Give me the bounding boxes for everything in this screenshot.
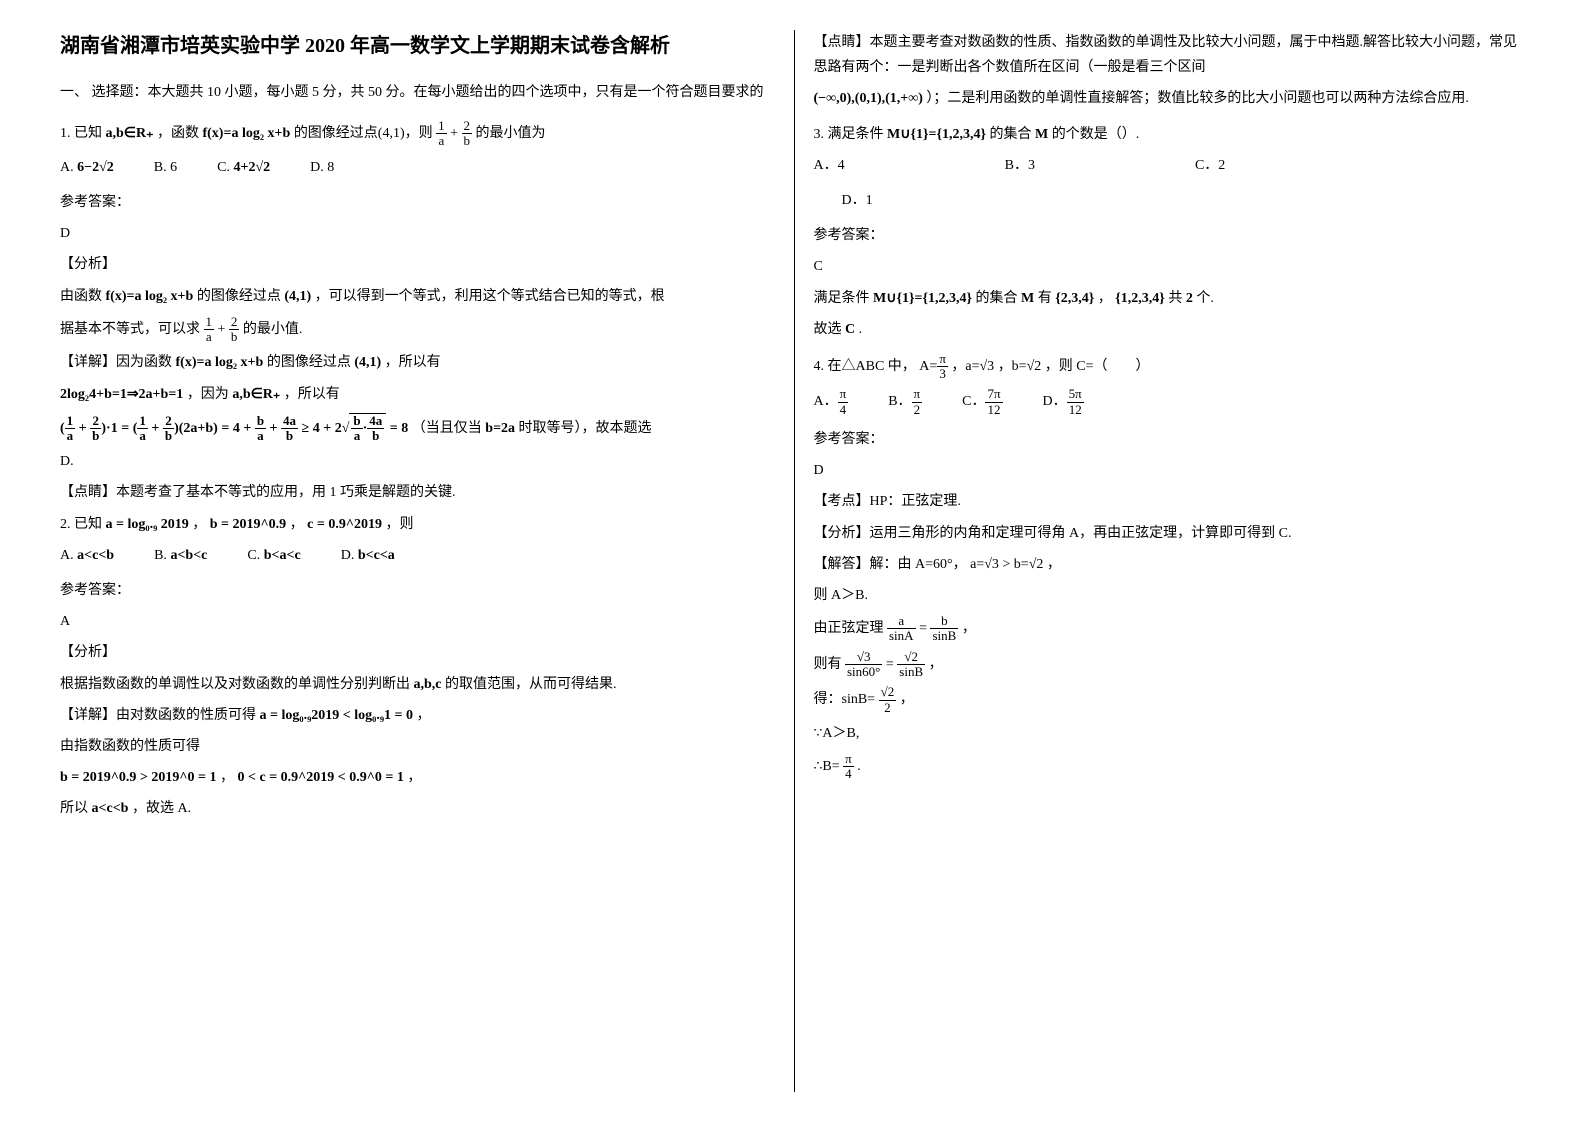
left-column: 湖南省湘潭市培英实验中学 2020 年高一数学文上学期期末试卷含解析 一、 选择… bbox=[40, 30, 794, 1092]
q1-fenxi: 【分析】 bbox=[60, 252, 774, 277]
q1-optB: B. 6 bbox=[154, 155, 177, 180]
q2: 2. 已知 a = log₀.₉ 2019 ， b = 2019^0.9 ， c… bbox=[60, 512, 774, 822]
q4-fx: 【分析】运用三角形的内角和定理可得角 A，再由正弦定理，计算即可得到 C. bbox=[814, 521, 1528, 546]
q2-l2: 【详解】由对数函数的性质可得 a = log₀.₉2019 < log₀.₉1 … bbox=[60, 703, 774, 728]
q4-ans-label: 参考答案： bbox=[814, 427, 1528, 452]
q1-cond: a,b∈R₊ bbox=[106, 126, 154, 141]
frac-1a: 1a bbox=[436, 119, 447, 149]
q2-l1: 根据指数函数的单调性以及对数函数的单调性分别判断出 a,b,c 的取值范围，从而… bbox=[60, 672, 774, 697]
q2-fenxi: 【分析】 bbox=[60, 640, 774, 665]
q2-ans: A bbox=[60, 609, 774, 634]
q1-l5: (1a + 2b)·1 = (1a + 2b)(2a+b) = 4 + ba +… bbox=[60, 413, 774, 444]
q3-opts: A．4 B．3 C．2 bbox=[814, 153, 1528, 178]
q4-stem: 4. 在△ABC 中， A=π3 ，a=√3 ，b=√2 ，则 C=（ ） bbox=[814, 352, 1528, 382]
r-top-2: (−∞,0),(0,1),(1,+∞) ）；二是利用函数的单调性直接解答；数值比… bbox=[814, 86, 1528, 111]
q4-l6: ∴B= π4 . bbox=[814, 752, 1528, 782]
q4-opts: A．π4 B．π2 C．7π12 D．5π12 bbox=[814, 387, 1528, 417]
q4-l4: 得：sinB= √22 ， bbox=[814, 685, 1528, 715]
right-column: 【点睛】本题主要考查对数函数的性质、指数函数的单调性及比较大小问题，属于中档题.… bbox=[794, 30, 1548, 1092]
q1-optD: D. 8 bbox=[310, 155, 334, 180]
q1-fn: f(x)=a log₂ x+b bbox=[202, 126, 290, 141]
q3-l2: 故选 C . bbox=[814, 317, 1528, 342]
q1-ans-label: 参考答案： bbox=[60, 190, 774, 215]
q3-optD: D．1 bbox=[842, 188, 1528, 213]
q4-optC: C．7π12 bbox=[962, 387, 1002, 417]
q4-optB: B．π2 bbox=[888, 387, 922, 417]
q3-l1: 满足条件 M∪{1}={1,2,3,4} 的集合 M 有 {2,3,4} ， {… bbox=[814, 286, 1528, 311]
q1-mid: ，函数 bbox=[157, 126, 199, 141]
q1-l2: 据基本不等式，可以求 1a + 2b 的最小值. bbox=[60, 315, 774, 345]
q3-ans: C bbox=[814, 254, 1528, 279]
doc-title: 湖南省湘潭市培英实验中学 2020 年高一数学文上学期期末试卷含解析 bbox=[60, 30, 774, 62]
q3-stem: 3. 满足条件 M∪{1}={1,2,3,4} 的集合 M 的个数是（）. bbox=[814, 122, 1528, 147]
q4-jd: 【解答】解：由 A=60°， a=√3 > b=√2 ， bbox=[814, 552, 1528, 577]
q4-optA: A．π4 bbox=[814, 387, 849, 417]
q1-optA: A. 6−2√2 bbox=[60, 155, 114, 180]
q2-opts: A. a<c<b B. a<b<c C. b<a<c D. b<c<a bbox=[60, 543, 774, 568]
q2-ans-label: 参考答案： bbox=[60, 578, 774, 603]
q1-l1: 由函数 f(x)=a log₂ x+b 的图像经过点 (4,1) ，可以得到一个… bbox=[60, 284, 774, 309]
q2-l5: 所以 a<c<b ，故选 A. bbox=[60, 796, 774, 821]
section-instruction: 一、 选择题：本大题共 10 小题，每小题 5 分，共 50 分。在每小题给出的… bbox=[60, 80, 774, 105]
q2-stem: 2. 已知 a = log₀.₉ 2019 ， b = 2019^0.9 ， c… bbox=[60, 512, 774, 537]
q4-ans: D bbox=[814, 458, 1528, 483]
column-divider bbox=[794, 30, 795, 1092]
q1: 1. 已知 a,b∈R₊ ，函数 f(x)=a log₂ x+b 的图像经过点(… bbox=[60, 119, 774, 505]
q2-l3: 由指数函数的性质可得 bbox=[60, 734, 774, 759]
q2-l4: b = 2019^0.9 > 2019^0 = 1 ， 0 < c = 0.9^… bbox=[60, 765, 774, 790]
q4-l2: 由正弦定理 asinA = bsinB ， bbox=[814, 614, 1528, 644]
q1-opts: A. 6−2√2 B. 6 C. 4+2√2 D. 8 bbox=[60, 155, 774, 180]
frac-2b: 2b bbox=[462, 119, 473, 149]
q1-optC: C. 4+2√2 bbox=[217, 155, 270, 180]
q4-l1: 则 A＞B. bbox=[814, 583, 1528, 608]
q1-ans: D bbox=[60, 221, 774, 246]
q1-l4: 2log₂4+b=1⇒2a+b=1 ，因为 a,b∈R₊ ，所以有 bbox=[60, 382, 774, 407]
q1-stem: 1. 已知 a,b∈R₊ ，函数 f(x)=a log₂ x+b 的图像经过点(… bbox=[60, 119, 774, 149]
q3: 3. 满足条件 M∪{1}={1,2,3,4} 的集合 M 的个数是（）. A．… bbox=[814, 122, 1528, 342]
q4-l5: ∵A＞B, bbox=[814, 721, 1528, 746]
q1-last: 的最小值为 bbox=[476, 126, 546, 141]
q1-l3: 【详解】因为函数 f(x)=a log₂ x+b 的图像经过点 (4,1) ，所… bbox=[60, 350, 774, 375]
q4-l3: 则有 √3sin60° = √2sinB ， bbox=[814, 650, 1528, 680]
q1-l6: D. bbox=[60, 449, 774, 474]
r-top-1: 【点睛】本题主要考查对数函数的性质、指数函数的单调性及比较大小问题，属于中档题.… bbox=[814, 30, 1528, 80]
q4-optD: D．5π12 bbox=[1043, 387, 1084, 417]
q3-optA: A．4 bbox=[814, 153, 845, 178]
q1-pre: 1. 已知 bbox=[60, 126, 102, 141]
q4-kd: 【考点】HP：正弦定理. bbox=[814, 489, 1528, 514]
q3-optB: B．3 bbox=[1005, 153, 1035, 178]
q1-l7: 【点睛】本题考查了基本不等式的应用，用 1 巧乘是解题的关键. bbox=[60, 480, 774, 505]
q4: 4. 在△ABC 中， A=π3 ，a=√3 ，b=√2 ，则 C=（ ） A．… bbox=[814, 352, 1528, 782]
q3-optC: C．2 bbox=[1195, 153, 1225, 178]
q1-post: 的图像经过点(4,1)，则 bbox=[294, 126, 433, 141]
q3-ans-label: 参考答案： bbox=[814, 223, 1528, 248]
